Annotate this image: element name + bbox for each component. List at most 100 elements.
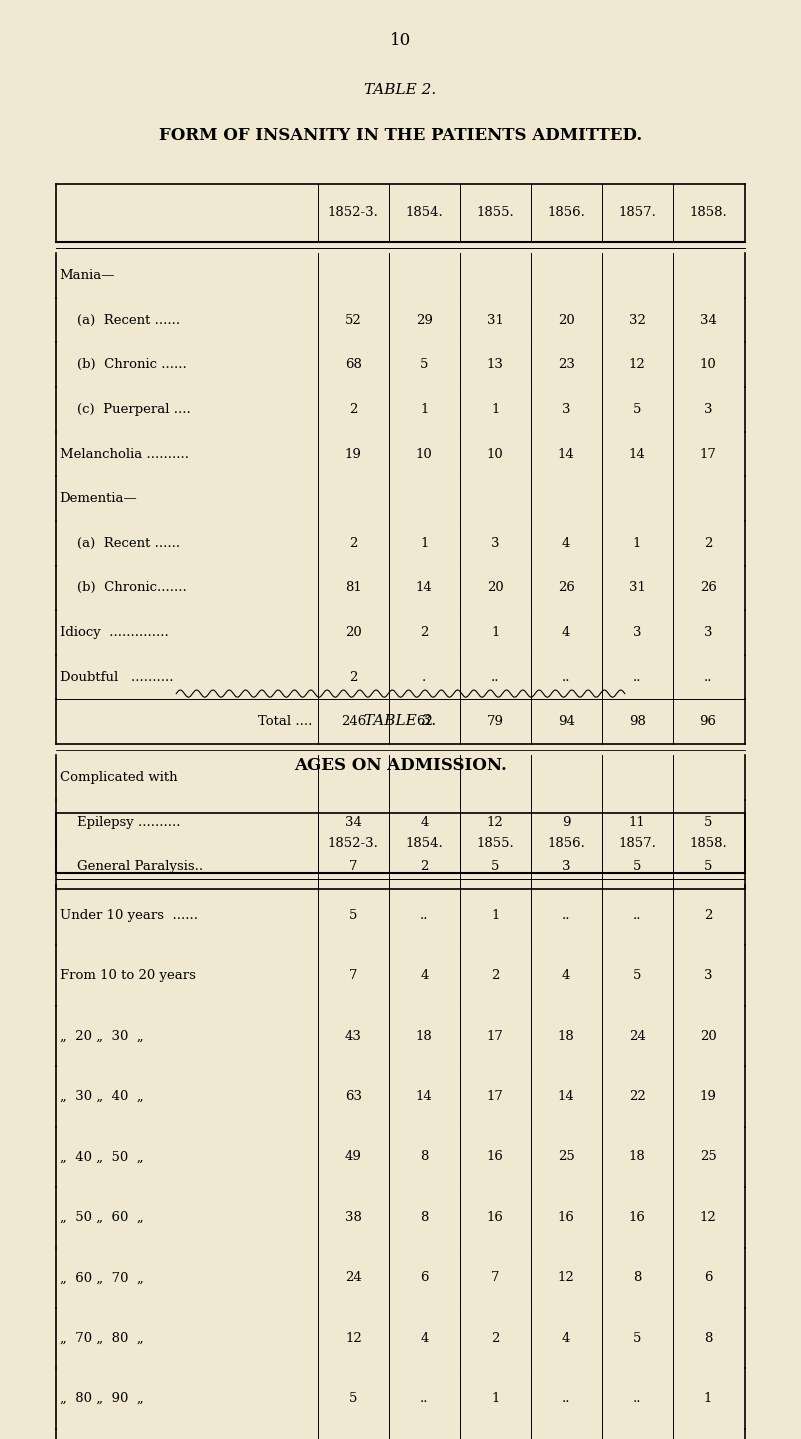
Text: 3: 3 bbox=[562, 861, 570, 873]
Text: 52: 52 bbox=[345, 314, 362, 327]
Text: 1856.: 1856. bbox=[547, 836, 585, 850]
Text: 1: 1 bbox=[491, 908, 499, 922]
Text: TABLE 2.: TABLE 2. bbox=[364, 83, 437, 98]
Text: 1: 1 bbox=[420, 403, 429, 416]
Text: (b)  Chronic.......: (b) Chronic....... bbox=[59, 581, 187, 594]
Text: 12: 12 bbox=[629, 358, 646, 371]
Text: 2: 2 bbox=[349, 537, 357, 550]
Text: 94: 94 bbox=[557, 715, 574, 728]
Text: 16: 16 bbox=[487, 1210, 504, 1225]
Text: 49: 49 bbox=[345, 1150, 362, 1164]
Text: „  60 „  70  „: „ 60 „ 70 „ bbox=[59, 1271, 143, 1285]
Text: 32: 32 bbox=[629, 314, 646, 327]
Text: ..: .. bbox=[633, 671, 642, 684]
Text: 3: 3 bbox=[491, 537, 500, 550]
Text: 17: 17 bbox=[699, 448, 717, 460]
Text: 34: 34 bbox=[699, 314, 717, 327]
Text: „  40 „  50  „: „ 40 „ 50 „ bbox=[59, 1150, 143, 1164]
Text: 8: 8 bbox=[704, 1331, 712, 1345]
Text: 96: 96 bbox=[699, 715, 717, 728]
Text: 6: 6 bbox=[420, 1271, 429, 1285]
Text: 2: 2 bbox=[704, 908, 712, 922]
Text: 31: 31 bbox=[487, 314, 504, 327]
Text: 16: 16 bbox=[629, 1210, 646, 1225]
Text: 4: 4 bbox=[562, 1331, 570, 1345]
Text: 2: 2 bbox=[491, 968, 499, 983]
Text: (a)  Recent ......: (a) Recent ...... bbox=[59, 537, 179, 550]
Text: 43: 43 bbox=[345, 1029, 362, 1043]
Text: 1854.: 1854. bbox=[405, 206, 443, 220]
Text: 23: 23 bbox=[557, 358, 574, 371]
Text: Doubtful   ..........: Doubtful .......... bbox=[59, 671, 173, 684]
Text: 2: 2 bbox=[491, 1331, 499, 1345]
Text: 19: 19 bbox=[345, 448, 362, 460]
Text: 3: 3 bbox=[633, 626, 642, 639]
Text: 12: 12 bbox=[487, 816, 504, 829]
Text: 3: 3 bbox=[704, 403, 712, 416]
Text: 3: 3 bbox=[704, 968, 712, 983]
Text: 1: 1 bbox=[491, 626, 499, 639]
Text: 4: 4 bbox=[562, 626, 570, 639]
Text: 24: 24 bbox=[629, 1029, 646, 1043]
Text: „  20 „  30  „: „ 20 „ 30 „ bbox=[59, 1029, 143, 1043]
Text: 1855.: 1855. bbox=[477, 206, 514, 220]
Text: 68: 68 bbox=[345, 358, 362, 371]
Text: 31: 31 bbox=[629, 581, 646, 594]
Text: 5: 5 bbox=[491, 861, 499, 873]
Text: ..: .. bbox=[704, 671, 712, 684]
Text: 2: 2 bbox=[420, 626, 429, 639]
Text: 34: 34 bbox=[345, 816, 362, 829]
Text: General Paralysis..: General Paralysis.. bbox=[59, 861, 203, 873]
Text: Complicated with: Complicated with bbox=[59, 771, 177, 784]
Text: ..: .. bbox=[562, 1392, 570, 1406]
Text: 12: 12 bbox=[557, 1271, 574, 1285]
Text: (c)  Puerperal ....: (c) Puerperal .... bbox=[59, 403, 191, 416]
Text: 3: 3 bbox=[704, 626, 712, 639]
Text: AGES ON ADMISSION.: AGES ON ADMISSION. bbox=[294, 757, 507, 774]
Text: 14: 14 bbox=[629, 448, 646, 460]
Text: 2: 2 bbox=[704, 537, 712, 550]
Text: 25: 25 bbox=[700, 1150, 716, 1164]
Text: 17: 17 bbox=[487, 1029, 504, 1043]
Text: 1: 1 bbox=[491, 403, 499, 416]
Text: 2: 2 bbox=[420, 861, 429, 873]
Text: 18: 18 bbox=[416, 1029, 433, 1043]
Text: 81: 81 bbox=[345, 581, 362, 594]
Text: 20: 20 bbox=[345, 626, 362, 639]
Text: 98: 98 bbox=[629, 715, 646, 728]
Text: 1854.: 1854. bbox=[405, 836, 443, 850]
Text: 5: 5 bbox=[633, 968, 642, 983]
Text: TABLE 3.: TABLE 3. bbox=[364, 714, 437, 728]
Text: ..: .. bbox=[633, 1392, 642, 1406]
Text: 20: 20 bbox=[557, 314, 574, 327]
Text: 1: 1 bbox=[633, 537, 642, 550]
Text: FORM OF INSANITY IN THE PATIENTS ADMITTED.: FORM OF INSANITY IN THE PATIENTS ADMITTE… bbox=[159, 127, 642, 144]
Text: Under 10 years  ......: Under 10 years ...... bbox=[59, 908, 198, 922]
Text: ..: .. bbox=[562, 671, 570, 684]
Text: 1: 1 bbox=[491, 1392, 499, 1406]
Text: ..: .. bbox=[420, 908, 429, 922]
Text: 1856.: 1856. bbox=[547, 206, 585, 220]
Text: Idiocy  ..............: Idiocy .............. bbox=[59, 626, 168, 639]
Text: 16: 16 bbox=[487, 1150, 504, 1164]
Text: 7: 7 bbox=[349, 968, 357, 983]
Text: 11: 11 bbox=[629, 816, 646, 829]
Text: 7: 7 bbox=[349, 861, 357, 873]
Text: 63: 63 bbox=[344, 1089, 362, 1104]
Text: „  80 „  90  „: „ 80 „ 90 „ bbox=[59, 1392, 143, 1406]
Text: 6: 6 bbox=[704, 1271, 712, 1285]
Text: Total ....: Total .... bbox=[207, 715, 312, 728]
Text: 7: 7 bbox=[491, 1271, 500, 1285]
Text: 5: 5 bbox=[633, 403, 642, 416]
Text: 5: 5 bbox=[420, 358, 429, 371]
Text: „  30 „  40  „: „ 30 „ 40 „ bbox=[59, 1089, 143, 1104]
Text: 10: 10 bbox=[487, 448, 504, 460]
Text: 20: 20 bbox=[700, 1029, 716, 1043]
Text: Mania—: Mania— bbox=[59, 269, 115, 282]
Text: 25: 25 bbox=[557, 1150, 574, 1164]
Text: ..: .. bbox=[562, 908, 570, 922]
Text: 8: 8 bbox=[420, 1150, 429, 1164]
Text: 12: 12 bbox=[345, 1331, 362, 1345]
Text: 14: 14 bbox=[416, 1089, 433, 1104]
Text: 1852-3.: 1852-3. bbox=[328, 206, 379, 220]
